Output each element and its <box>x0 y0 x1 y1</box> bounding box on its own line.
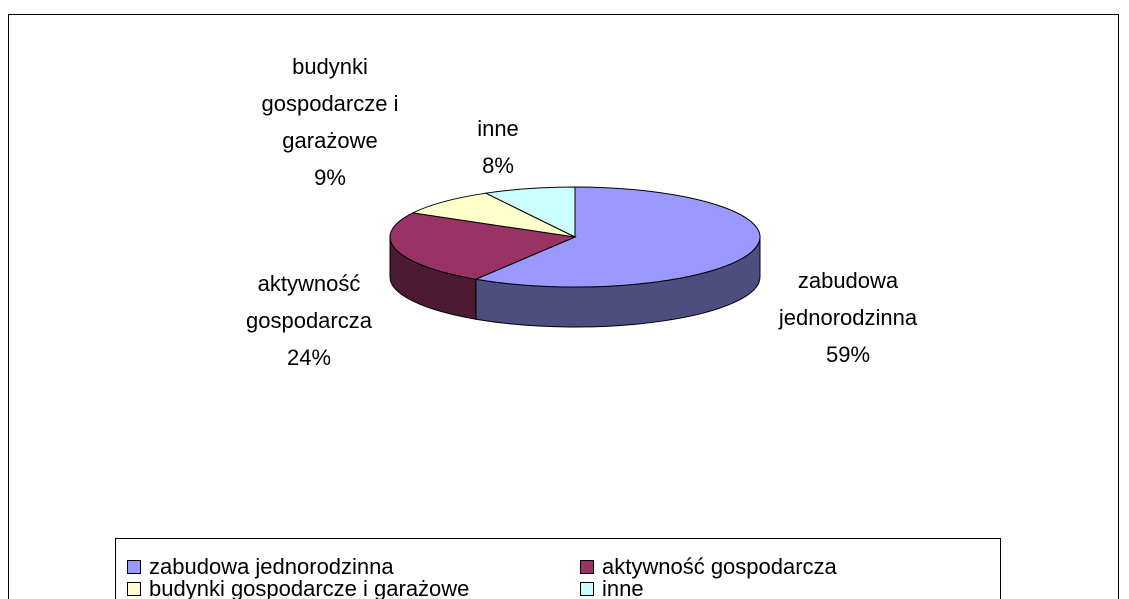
legend-label: inne <box>602 576 644 599</box>
data-label-name: zabudowa jednorodzinna <box>778 268 918 330</box>
legend-swatch <box>580 582 594 596</box>
legend-swatch <box>127 560 141 574</box>
legend-box <box>115 538 1001 599</box>
pie-slice <box>474 186 761 288</box>
data-label-value: 24% <box>286 345 332 370</box>
legend-swatch <box>127 582 141 596</box>
data-label-value: 8% <box>482 153 514 178</box>
legend-label: budynki gospodarcze i garażowe <box>149 576 470 599</box>
legend-swatch <box>580 560 594 574</box>
data-label-value: 59% <box>825 342 871 367</box>
legend-label: zabudowa jednorodzinna <box>149 554 394 579</box>
pie-slice <box>411 192 576 238</box>
data-label-name: budynki gospodarcze i garażowe <box>261 54 399 153</box>
data-label-value: 9% <box>314 165 346 190</box>
legend-label: aktywność gospodarcza <box>602 554 837 579</box>
data-label-name: inne <box>477 116 519 141</box>
pie-slice <box>389 212 577 280</box>
pie-slice <box>484 186 576 238</box>
data-label-name: aktywność gospodarcza <box>246 271 372 333</box>
